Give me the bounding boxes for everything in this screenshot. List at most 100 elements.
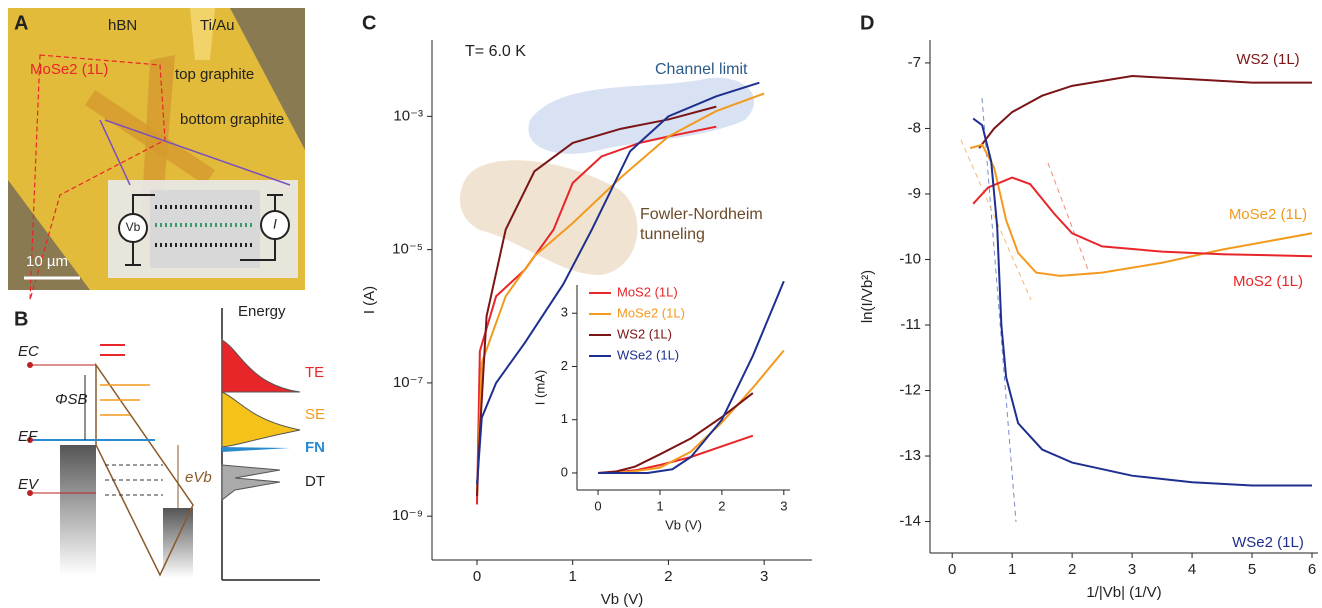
series-line — [475, 105, 717, 497]
label: MoSe2 (1L) — [30, 61, 108, 78]
label: EV — [18, 476, 40, 493]
y-tick-label: -14 — [899, 513, 921, 530]
panel-letter: B — [14, 308, 28, 330]
y-tick-label: -10 — [899, 250, 921, 267]
series-line — [475, 125, 717, 505]
y-tick-label: -11 — [900, 316, 921, 333]
x-tick-label: 2 — [664, 568, 672, 585]
x-axis-label: Vb (V) — [665, 517, 702, 532]
fn-annotation: Fowler-Nordheim tunneling — [640, 206, 763, 243]
series-line — [598, 280, 785, 474]
y-tick-label: -13 — [899, 447, 921, 464]
y-tick-label: 2 — [561, 358, 568, 373]
label: EC — [18, 343, 39, 360]
label: TE — [305, 364, 324, 381]
label: DT — [305, 473, 325, 490]
zoom-line — [99, 119, 131, 186]
label: hBN — [108, 17, 137, 34]
y-tick-label: -8 — [908, 119, 921, 136]
series-label: MoSe2 (1L) — [1229, 206, 1307, 223]
y-tick-label: 3 — [561, 305, 568, 320]
label: ΦSB — [55, 391, 88, 408]
y-axis-label: I (mA) — [532, 370, 547, 405]
x-tick-label: 0 — [473, 568, 481, 585]
zoom-line — [104, 119, 291, 186]
series-line — [972, 176, 1313, 258]
x-tick-label: 3 — [1128, 561, 1136, 578]
series-line — [978, 75, 1312, 149]
y-tick-label: -12 — [899, 381, 921, 398]
label: Vb — [126, 220, 141, 234]
y-tick-label: 0 — [561, 464, 568, 479]
fn-peak — [222, 447, 290, 452]
x-tick-label: 0 — [594, 498, 601, 513]
series-line — [475, 81, 760, 485]
annotation: Channel limit — [655, 61, 748, 78]
y-tick-label: 10⁻⁹ — [392, 507, 423, 524]
left-electrode — [60, 445, 96, 575]
dot — [27, 362, 33, 368]
x-axis-label: Vb (V) — [601, 591, 644, 608]
series-label: WSe2 (1L) — [1232, 534, 1304, 551]
panel-letter: A — [14, 12, 28, 34]
series-label: MoS2 (1L) — [1233, 273, 1303, 290]
label: top graphite — [175, 66, 254, 83]
label: SE — [305, 406, 325, 423]
x-tick-label: 6 — [1308, 561, 1316, 578]
dot — [27, 437, 33, 443]
legend-label: MoSe2 (1L) — [617, 305, 685, 320]
channel-limit-region — [528, 77, 755, 154]
fn-region — [460, 160, 638, 275]
label: eVb — [185, 469, 212, 486]
wire — [240, 239, 276, 261]
series-line — [475, 92, 765, 497]
y-tick-label: -7 — [908, 54, 921, 71]
flake-outline — [29, 54, 166, 301]
series-line — [972, 117, 1312, 487]
x-tick-label: 1 — [656, 498, 663, 513]
scale-label: 10 µm — [26, 253, 68, 270]
series-line — [598, 349, 785, 474]
series-line — [597, 392, 754, 474]
wire — [132, 194, 155, 214]
x-axis-label: 1/|Vb| (1/V) — [1086, 584, 1161, 601]
legend-label: MoS2 (1L) — [617, 284, 678, 299]
legend-label: WS2 (1L) — [617, 326, 672, 341]
label: I — [273, 216, 277, 232]
y-tick-label: -9 — [908, 185, 921, 202]
tiau-contact — [190, 8, 215, 60]
se-peak — [221, 391, 301, 448]
x-tick-label: 3 — [780, 498, 787, 513]
fit-line — [1047, 162, 1091, 276]
label: Ti/Au — [200, 17, 234, 34]
x-tick-label: 0 — [948, 561, 956, 578]
x-tick-label: 2 — [718, 498, 725, 513]
y-tick-label: 10⁻⁷ — [393, 374, 423, 391]
label: FN — [305, 439, 325, 456]
fit-line — [960, 139, 1032, 301]
label: bottom graphite — [180, 111, 284, 128]
bottom-graphite — [85, 90, 215, 185]
right-electrode — [163, 508, 193, 578]
y-tick-label: 10⁻⁵ — [392, 241, 423, 258]
y-axis-label: ln(I/Vb²) — [859, 270, 876, 323]
x-tick-label: 3 — [760, 568, 768, 585]
panel-letter: D — [860, 12, 874, 34]
barrier — [95, 362, 194, 577]
x-tick-label: 4 — [1188, 561, 1196, 578]
series-label: WS2 (1L) — [1236, 51, 1299, 68]
y-tick-label: 1 — [561, 411, 568, 426]
x-tick-label: 5 — [1248, 561, 1256, 578]
y-tick-label: 10⁻³ — [393, 107, 423, 124]
x-tick-label: 2 — [1068, 561, 1076, 578]
stack — [150, 190, 260, 268]
te-peak — [221, 339, 301, 393]
panel-letter: C — [362, 12, 376, 34]
legend-label: WSe2 (1L) — [617, 347, 679, 362]
x-tick-label: 1 — [1008, 561, 1016, 578]
annotation: T= 6.0 K — [465, 43, 526, 60]
dot — [27, 490, 33, 496]
label: Energy — [238, 303, 286, 320]
fit-line — [981, 97, 1017, 523]
